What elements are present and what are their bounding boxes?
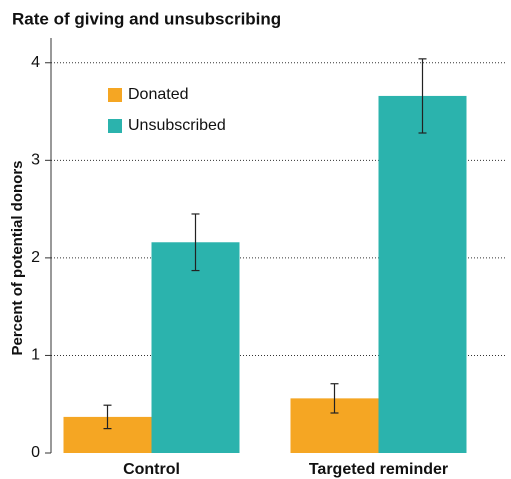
legend-label: Unsubscribed xyxy=(128,117,226,134)
bar xyxy=(378,95,467,454)
y-tick-label: 2 xyxy=(31,249,40,266)
y-axis-label: Percent of potential donors xyxy=(9,160,26,355)
legend-label: Donated xyxy=(128,86,189,103)
y-tick-label: 3 xyxy=(31,152,40,169)
bar xyxy=(151,242,240,453)
legend-swatch xyxy=(108,88,122,102)
y-tick-label: 4 xyxy=(31,54,40,71)
y-tick-label: 1 xyxy=(31,347,40,364)
x-tick-label: Targeted reminder xyxy=(309,461,448,478)
chart-title: Rate of giving and unsubscribing xyxy=(12,9,281,28)
x-tick-label: Control xyxy=(123,461,180,478)
legend-swatch xyxy=(108,119,122,133)
y-tick-label: 0 xyxy=(31,444,40,461)
